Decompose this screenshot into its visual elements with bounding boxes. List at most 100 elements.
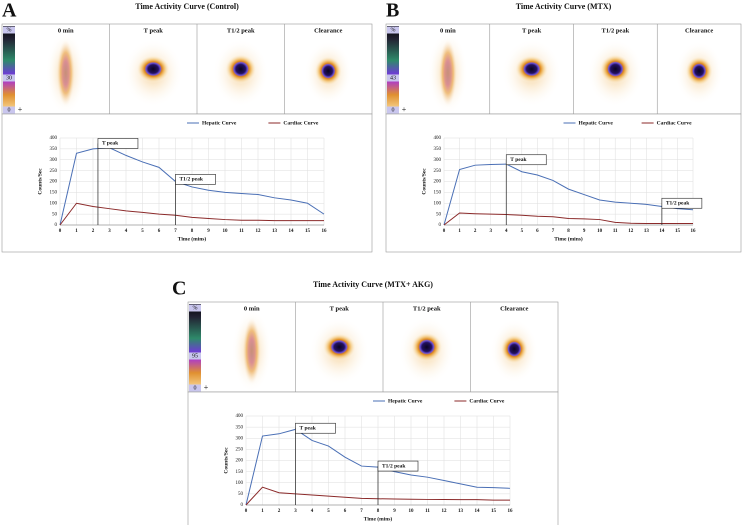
x-tick-label: 13 [272, 229, 278, 234]
x-tick-label: 15 [675, 229, 681, 234]
y-tick-label: 50 [436, 212, 442, 217]
colorbar-label-bg [189, 352, 201, 360]
annotation-box [661, 197, 703, 209]
x-tick-label: 13 [458, 509, 464, 514]
x-tick-label: 9 [393, 509, 396, 514]
x-tick-label: 16 [322, 229, 328, 234]
x-tick-label: 14 [475, 509, 481, 514]
scan-blob [322, 333, 357, 361]
y-tick-label: 100 [434, 201, 442, 206]
panel-title: Time Activity Curve (MTX) [516, 2, 612, 11]
y-tick-label: 150 [236, 470, 244, 475]
y-tick-label: 350 [50, 147, 58, 152]
x-axis-label: Time (mins) [178, 235, 207, 242]
image-label: T peak [522, 27, 542, 34]
chart-box [187, 391, 559, 525]
x-tick-label: 2 [92, 229, 95, 234]
scan-blob [427, 31, 468, 115]
annotation-text: T1/2 peak [382, 463, 406, 469]
x-tick-label: 11 [425, 509, 430, 514]
image-label: 0 min [440, 27, 456, 34]
colorbar [3, 26, 15, 112]
annotation-box [377, 460, 419, 472]
y-axis-label: Counts/Sec [37, 168, 43, 195]
y-tick-label: 250 [434, 169, 442, 174]
y-tick-label: 300 [50, 158, 58, 163]
image-label: T peak [330, 305, 350, 312]
scan-blob [685, 56, 714, 86]
image-label: 0 min [58, 27, 74, 34]
x-tick-label: 1 [261, 509, 264, 514]
legend-label: Hepatic Curve [388, 398, 423, 404]
colorbar-label-bg [387, 74, 399, 82]
colorbar-label-bg [3, 26, 15, 34]
colorbar-label: 0 [392, 107, 395, 113]
y-tick-label: 50 [52, 212, 58, 217]
colorbar-label-bg [3, 74, 15, 82]
x-tick-label: 15 [305, 229, 311, 234]
y-tick-label: 150 [50, 191, 58, 196]
x-axis-label: Time (mins) [554, 235, 583, 242]
annotation-box [97, 138, 139, 149]
image-label: T1/2 peak [413, 305, 441, 312]
colorbar-label-bg [189, 384, 201, 392]
x-tick-label: 2 [278, 509, 281, 514]
colorbar-label: % [193, 305, 198, 311]
x-tick-label: 12 [628, 229, 634, 234]
y-tick-label: 400 [434, 136, 442, 141]
scan-blob [514, 55, 549, 83]
x-tick-label: 12 [442, 509, 448, 514]
y-axis-label: Counts/Sec [223, 447, 229, 474]
y-tick-label: 150 [434, 191, 442, 196]
colorbar-label-bg [387, 26, 399, 34]
x-tick-label: 10 [597, 229, 603, 234]
scan-blob [231, 309, 272, 393]
annotation-box [295, 422, 336, 434]
x-tick-label: 13 [644, 229, 650, 234]
y-tick-label: 400 [236, 414, 244, 419]
x-tick-label: 11 [239, 229, 244, 234]
x-tick-label: 12 [256, 229, 262, 234]
legend-label: Hepatic Curve [202, 120, 237, 126]
x-tick-label: 3 [108, 229, 111, 234]
panel-title: Time Activity Curve (MTX+ AKG) [313, 280, 433, 289]
x-tick-label: 4 [505, 229, 508, 234]
legend-label: Cardiac Curve [657, 120, 693, 126]
x-tick-label: 4 [125, 229, 128, 234]
scan-blob [410, 332, 443, 362]
colorbar-label: 95 [192, 353, 198, 359]
x-tick-label: 14 [289, 229, 295, 234]
x-tick-label: 0 [59, 229, 62, 234]
y-tick-label: 350 [434, 147, 442, 152]
panel-label: A [2, 0, 17, 22]
x-tick-label: 16 [691, 229, 697, 234]
y-tick-label: 300 [236, 436, 244, 441]
colorbar-cross: + [402, 105, 407, 114]
x-tick-label: 15 [491, 509, 497, 514]
series-line [59, 202, 324, 226]
x-tick-label: 7 [552, 229, 555, 234]
x-tick-label: 10 [223, 229, 229, 234]
x-tick-label: 0 [245, 509, 248, 514]
y-axis-label: Counts/Sec [421, 168, 427, 195]
colorbar-label-bg [189, 304, 201, 312]
series-line [443, 212, 693, 226]
image-label: Clearance [685, 27, 713, 34]
annotation-text: T1/2 peak [666, 201, 690, 207]
x-tick-label: 8 [191, 229, 194, 234]
colorbar-label: % [391, 27, 396, 33]
colorbar [387, 26, 399, 112]
scan-blob [136, 55, 171, 83]
y-tick-label: 0 [439, 223, 442, 228]
x-tick-label: 2 [474, 229, 477, 234]
image-label: T1/2 peak [227, 27, 255, 34]
y-tick-label: 100 [236, 481, 244, 486]
colorbar-label: % [7, 27, 12, 33]
x-tick-label: 5 [327, 509, 330, 514]
scan-blob [599, 54, 632, 84]
x-tick-label: 11 [613, 229, 618, 234]
series-line [443, 163, 694, 226]
image-label: Clearance [500, 305, 528, 312]
